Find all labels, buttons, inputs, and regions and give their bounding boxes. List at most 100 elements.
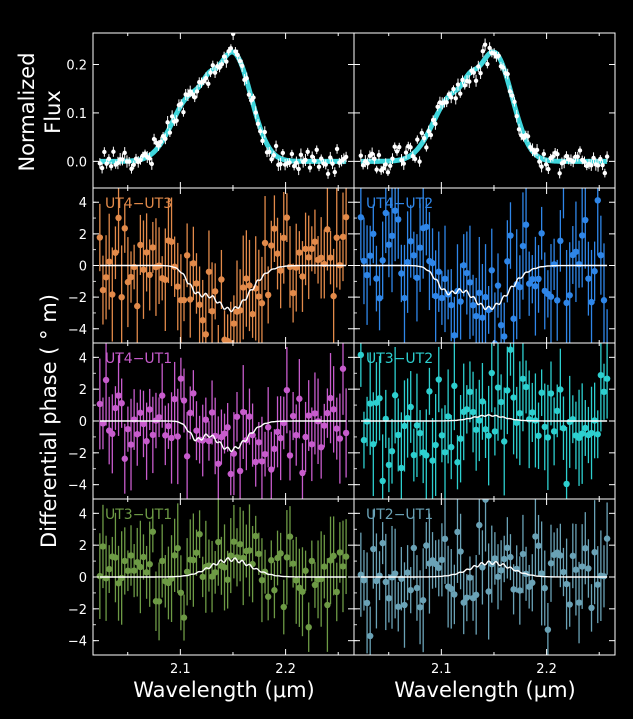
flux-point [534,147,540,153]
phase-point [482,293,489,301]
phase-point [504,544,511,552]
phase-point [146,271,153,279]
phase-point [370,440,377,448]
phase-point [180,397,188,404]
phase-point [240,408,247,416]
flux-point [564,153,569,159]
phase-point [370,230,377,238]
flux-point [424,145,429,150]
phase-point [224,424,231,431]
flux-point [258,129,263,134]
phase-point [264,291,272,299]
flux-point [280,150,286,156]
phase-point [360,436,368,444]
phase-point [522,221,530,228]
phase-point [158,392,166,399]
phase-point [196,301,203,308]
flux-point [127,159,132,164]
flux-ylabel-line2: Flux [41,90,65,134]
flux-point [244,76,249,81]
panels-group: 0.0 0.1 0.2 UT4−UT3 −4 −2 0 2 4 UT4−UT2 UT4−UT1 −4 −… [66,32,616,677]
phase-point [155,414,163,421]
flux-point [505,71,510,77]
phase-point [407,238,414,245]
ytick-label: 0 [79,571,87,586]
phase-point [330,552,337,560]
phase-point [227,552,234,559]
flux-point [267,149,272,155]
flux-point [462,83,467,88]
phase-point [585,565,592,572]
ytick-label: 4 [79,196,87,211]
phase-point [112,404,119,412]
phase-point [243,275,250,282]
phase-point [382,578,389,586]
flux-point [343,154,349,160]
phase-point [497,321,505,329]
flux-point [419,130,425,136]
phase-point [575,261,583,268]
flux-point [178,101,184,106]
flux-point [271,152,277,158]
phase-point [327,394,334,402]
flux-point [365,161,370,166]
phase-point [286,533,294,540]
flux-point [133,156,139,161]
flux-point [385,170,391,175]
phase-point [180,614,188,621]
flux-point [546,166,551,172]
phase-point [183,453,191,460]
phase-point [193,427,200,434]
phase-point [376,395,383,402]
flux-point [106,156,112,162]
flux-point [174,118,179,123]
phase-point [401,294,408,302]
phase-model-line [360,264,608,311]
phase-point [246,413,253,420]
flux-point [381,166,386,171]
phase-point [330,292,337,300]
phase-point [360,577,368,584]
flux-point [589,163,594,168]
flux-point [212,70,218,75]
phase-point [193,280,200,287]
flux-point [287,160,292,165]
phase-point [457,548,464,555]
phase-point [187,409,194,417]
panel-phase-1-right: UT4−UT2 [353,187,616,344]
phase-point [416,604,424,611]
phase-point [466,388,474,396]
ytick-label: 4 [79,351,87,366]
flux-point [421,135,427,141]
phase-point [264,424,272,431]
ytick-label: 0 [79,260,87,275]
phase-point [289,412,297,420]
phase-point [554,297,561,304]
phase-point [404,569,411,576]
flux-point [303,157,308,163]
phase-point [373,275,380,282]
phase-point [441,275,449,283]
flux-point [99,165,105,171]
phase-point [137,409,144,416]
flux-point [577,148,583,153]
phase-point [289,560,297,567]
phase-point [560,425,567,432]
phase-point [302,567,309,574]
flux-point [541,151,547,157]
phase-point [482,499,489,503]
phase-point [109,430,116,438]
flux-point [602,170,608,176]
phase-point [516,410,524,417]
plot-area-flux-right [358,38,610,179]
flux-point [595,163,601,168]
phase-point [280,234,287,242]
phase-point [149,528,157,535]
baseline-label: UT4−UT2 [366,196,433,212]
flux-point [237,58,243,64]
phase-point [258,458,266,465]
phase-point [258,299,266,307]
phase-point [146,560,153,568]
phase-point [457,435,464,442]
phase-point [423,542,430,549]
